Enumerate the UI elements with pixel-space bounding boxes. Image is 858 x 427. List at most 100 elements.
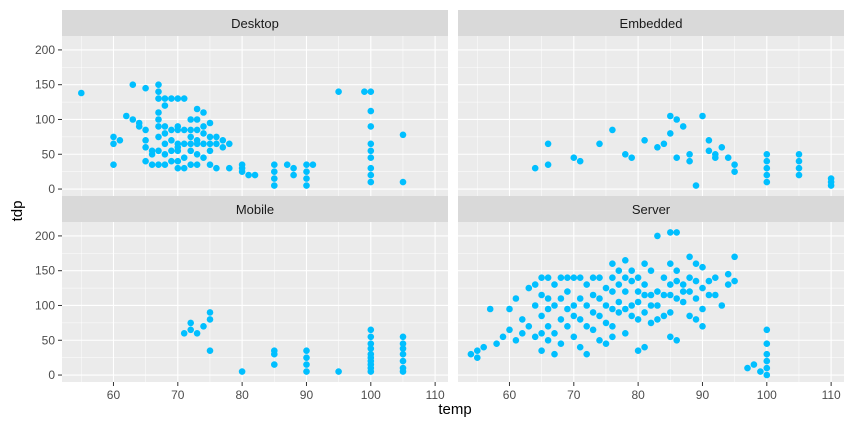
data-point <box>148 161 156 168</box>
data-point <box>576 295 584 302</box>
data-point <box>576 274 584 282</box>
x-tick-label: 70 <box>171 388 185 402</box>
data-point <box>200 109 207 116</box>
panel-background <box>458 36 844 196</box>
data-point <box>622 257 629 264</box>
data-point <box>193 151 201 158</box>
data-point <box>303 161 310 168</box>
y-tick-label: 50 <box>42 147 56 161</box>
data-point <box>544 337 552 344</box>
data-point <box>531 281 539 288</box>
points-desktop <box>78 81 407 189</box>
x-tick-label: 60 <box>503 388 517 402</box>
data-point <box>660 291 668 299</box>
data-point <box>399 131 407 139</box>
data-point <box>628 302 635 309</box>
data-point <box>361 88 368 95</box>
data-point <box>634 288 642 295</box>
facet-strip <box>62 10 448 36</box>
data-point <box>525 323 533 330</box>
data-point <box>335 368 342 375</box>
data-point <box>367 140 375 148</box>
data-point <box>564 274 571 282</box>
data-point <box>110 140 117 148</box>
data-point <box>206 119 214 127</box>
data-point <box>544 140 552 148</box>
data-point <box>692 295 700 302</box>
data-point <box>271 361 278 368</box>
data-point <box>155 161 162 168</box>
data-point <box>161 123 169 130</box>
data-point <box>673 116 680 123</box>
data-point <box>596 295 603 302</box>
data-point <box>367 123 375 130</box>
data-point <box>679 298 687 306</box>
data-point <box>596 337 603 344</box>
data-point <box>303 175 310 182</box>
data-point <box>795 151 803 158</box>
data-point <box>226 164 233 172</box>
data-point <box>238 368 246 375</box>
data-point <box>303 168 310 175</box>
data-point <box>200 123 207 130</box>
data-point <box>673 295 680 302</box>
facet-desktop: Desktop 0 50 100 150 200 <box>35 10 448 196</box>
data-point <box>641 260 648 268</box>
data-point <box>367 164 375 172</box>
data-point <box>135 123 143 130</box>
data-point <box>673 229 680 236</box>
data-point <box>155 116 162 123</box>
data-point <box>609 323 616 330</box>
data-point <box>399 340 407 348</box>
data-point <box>213 140 220 148</box>
data-point <box>763 164 771 172</box>
data-point <box>161 102 169 109</box>
data-point <box>609 126 616 134</box>
data-point <box>168 137 175 144</box>
x-tick-label: 110 <box>426 388 445 402</box>
data-point <box>399 345 407 352</box>
facet-server: Server 60 70 80 90 100 110 <box>458 196 844 402</box>
data-point <box>531 302 539 309</box>
data-point <box>654 316 661 323</box>
data-point <box>647 291 655 299</box>
data-point <box>686 253 693 261</box>
data-point <box>474 347 481 355</box>
data-point <box>200 140 207 148</box>
data-point <box>724 281 732 288</box>
data-point <box>544 161 552 168</box>
data-point <box>193 116 201 123</box>
data-point <box>654 302 661 309</box>
data-point <box>589 291 597 299</box>
data-point <box>180 95 188 102</box>
data-point <box>506 326 513 334</box>
data-point <box>399 350 407 358</box>
data-point <box>654 232 661 240</box>
data-point <box>654 288 661 295</box>
data-point <box>519 316 526 323</box>
data-point <box>615 281 623 288</box>
data-point <box>763 178 771 186</box>
x-tick-label: 100 <box>361 388 381 402</box>
panel-background <box>458 222 844 382</box>
data-point <box>634 298 642 306</box>
points-mobile <box>180 309 407 375</box>
data-point <box>480 343 488 351</box>
data-point <box>641 309 648 316</box>
data-point <box>744 364 751 372</box>
x-tick-label: 80 <box>235 388 249 402</box>
data-point <box>187 140 194 148</box>
data-point <box>200 154 207 161</box>
data-point <box>155 133 162 141</box>
data-point <box>795 164 803 172</box>
facet-strip-label: Embedded <box>620 16 683 31</box>
data-point <box>187 126 194 134</box>
data-point <box>538 330 545 337</box>
data-point <box>367 171 375 179</box>
data-point <box>290 164 297 172</box>
data-point <box>174 164 182 172</box>
facet-strip <box>458 196 844 222</box>
data-point <box>399 178 407 186</box>
data-point <box>303 347 310 355</box>
data-point <box>667 291 674 299</box>
